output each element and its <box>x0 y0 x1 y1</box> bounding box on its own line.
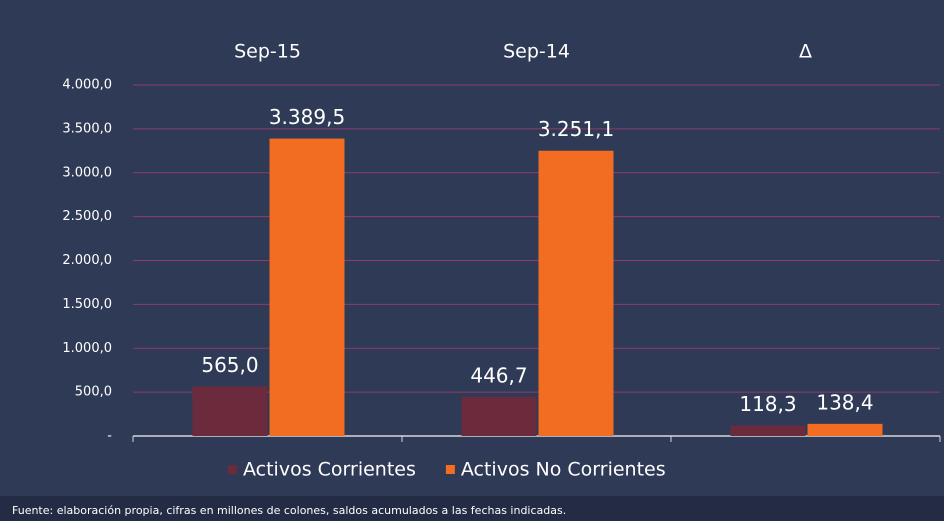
bar <box>269 138 345 436</box>
y-tick-label: 2.000,0 <box>62 253 112 268</box>
source-note: Fuente: elaboración propia, cifras en mi… <box>12 504 566 517</box>
data-label: 138,4 <box>816 390 873 414</box>
y-tick-label: 2.500,0 <box>62 209 112 224</box>
bar <box>538 150 614 436</box>
legend-swatch <box>228 465 237 474</box>
legend-label: Activos No Corrientes <box>461 459 666 481</box>
legend-swatch <box>445 465 455 474</box>
y-tick-label: 500,0 <box>75 385 112 400</box>
y-tick-label: 3.500,0 <box>62 121 112 136</box>
category-label: Δ <box>799 41 812 63</box>
footer-band <box>0 496 944 521</box>
y-tick-label: 1.500,0 <box>62 297 112 312</box>
data-label: 118,3 <box>739 392 796 416</box>
data-label: 3.251,1 <box>538 117 614 141</box>
y-tick-label: 3.000,0 <box>62 165 112 180</box>
data-label: 3.389,5 <box>269 105 345 129</box>
bar <box>730 425 806 436</box>
data-label: 565,0 <box>201 353 258 377</box>
category-label: Sep-14 <box>503 41 570 63</box>
y-tick-label: 4.000,0 <box>62 78 112 93</box>
y-tick-label: - <box>107 429 112 444</box>
bar <box>461 396 537 436</box>
data-label: 446,7 <box>470 363 527 387</box>
bar <box>192 386 268 436</box>
legend-label: Activos Corrientes <box>243 459 416 481</box>
bar <box>807 423 883 436</box>
y-tick-label: 1.000,0 <box>62 341 112 356</box>
category-label: Sep-15 <box>234 41 301 63</box>
